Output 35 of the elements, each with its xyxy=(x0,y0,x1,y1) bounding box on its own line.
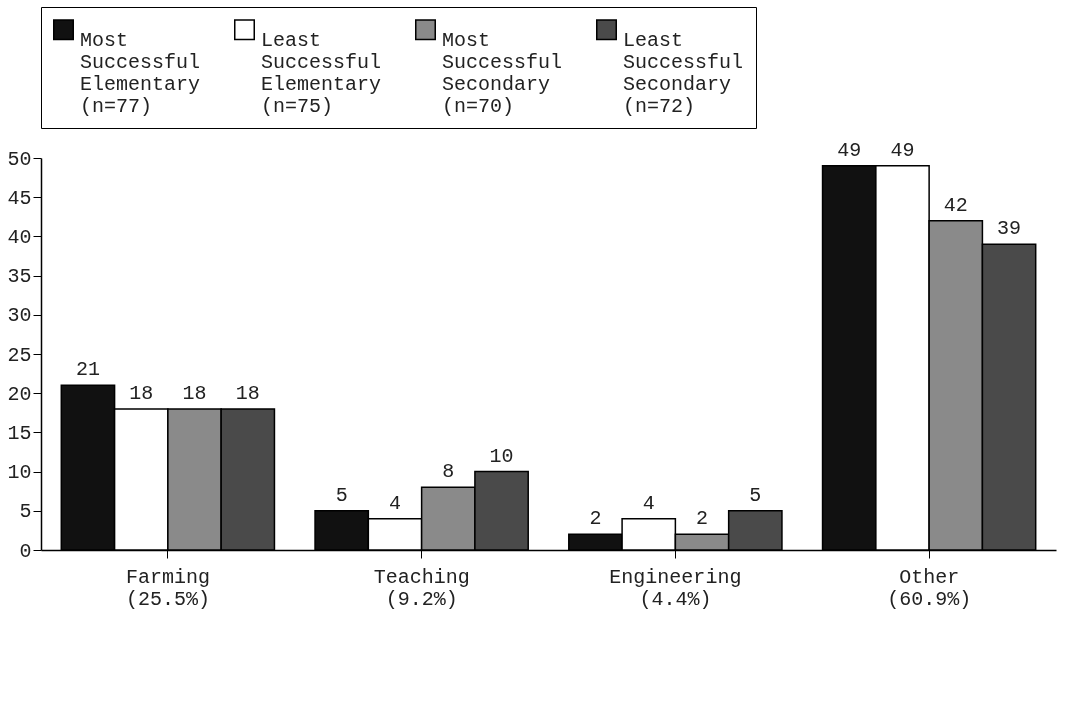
data-label: 4 xyxy=(388,491,401,515)
y-tick-label: 10 xyxy=(7,461,32,485)
data-label: 8 xyxy=(442,460,455,484)
y-tick-label: 20 xyxy=(7,382,32,406)
data-label: 18 xyxy=(182,381,207,405)
y-tick-label: 30 xyxy=(7,304,32,328)
x-tick-label: Engineering (4.4%) xyxy=(609,565,742,611)
data-label: 49 xyxy=(890,138,915,162)
data-label: 5 xyxy=(749,483,762,507)
y-tick-label: 50 xyxy=(7,147,32,171)
legend-label: Least Successful Elementary (n=75) xyxy=(261,28,382,118)
x-tick-label: Farming (25.5%) xyxy=(125,565,210,611)
y-tick-label: 35 xyxy=(7,265,32,289)
legend-label: Most Successful Secondary (n=70) xyxy=(442,28,563,118)
legend-label: Most Successful Elementary (n=77) xyxy=(80,28,201,118)
y-tick-label: 5 xyxy=(19,500,32,524)
x-tick-label: Other (60.9%) xyxy=(887,565,972,611)
data-label: 5 xyxy=(335,483,348,507)
x-tick-label: Teaching (9.2%) xyxy=(373,565,470,611)
data-label: 18 xyxy=(129,381,154,405)
y-tick-label: 0 xyxy=(19,539,32,563)
data-label: 39 xyxy=(997,217,1022,241)
y-tick-label: 40 xyxy=(7,225,32,249)
data-label: 10 xyxy=(489,444,514,468)
data-label: 4 xyxy=(642,491,655,515)
data-label: 18 xyxy=(235,381,260,405)
data-label: 21 xyxy=(75,358,100,382)
y-tick-label: 25 xyxy=(7,343,32,367)
y-tick-label: 45 xyxy=(7,186,32,210)
data-label: 2 xyxy=(696,507,709,531)
data-label: 2 xyxy=(589,507,602,531)
y-tick-label: 15 xyxy=(7,421,32,445)
data-label: 42 xyxy=(943,193,968,217)
legend-label: Least Successful Secondary (n=72) xyxy=(623,28,744,118)
data-label: 49 xyxy=(837,138,862,162)
